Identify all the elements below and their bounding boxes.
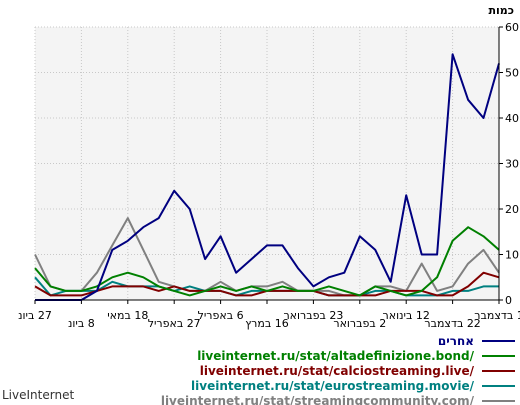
brand-logo-text: LiveInternet — [2, 388, 74, 402]
x-tick-label: 22 בדצמבר — [424, 317, 480, 330]
y-tick-label: 10 — [505, 249, 519, 262]
x-tick-label: 18 במאי — [107, 309, 148, 322]
legend: אחריםliveinternet.ru/stat/altadefinizion… — [161, 334, 515, 405]
series-line — [34, 226, 500, 297]
x-tick-label: 23 בפברואר — [283, 309, 343, 322]
legend-label: liveinternet.ru/stat/altadefinizione.bon… — [197, 349, 474, 363]
x-tick-label: 27 באפריל — [148, 317, 201, 330]
x-tick-label: 6 באפריל — [198, 309, 244, 322]
y-tick-label: 50 — [505, 67, 519, 80]
x-tick-label: 1 בדצמבר — [474, 309, 520, 322]
series-lines — [34, 53, 500, 301]
series-line — [34, 217, 500, 297]
legend-label: אחרים — [438, 334, 474, 348]
y-tick-label: 60 — [505, 21, 519, 34]
y-tick-label: 30 — [505, 158, 519, 171]
series-line — [35, 53, 500, 301]
y-axis-ticks: 0 10 20 30 40 50 60 — [499, 21, 519, 307]
x-tick-label: 27 ביונ — [18, 309, 52, 322]
x-tick-label: 8 ביונ — [68, 317, 95, 330]
legend-label: liveinternet.ru/stat/calciostreaming.liv… — [200, 364, 475, 378]
x-tick-label: 16 במרץ — [245, 317, 288, 330]
y-tick-label: 40 — [505, 112, 519, 125]
y-axis-label: כמות — [489, 4, 514, 17]
x-tick-label: 2 בפברואר — [333, 317, 386, 330]
y-tick-label: 0 — [505, 294, 512, 307]
legend-label: liveinternet.ru/stat/eurostreaming.movie… — [191, 379, 475, 393]
legend-label: liveinternet.ru/stat/streamingcommunity.… — [161, 394, 475, 405]
x-tick-label: 12 בינואר — [383, 309, 430, 322]
y-tick-label: 20 — [505, 203, 519, 216]
